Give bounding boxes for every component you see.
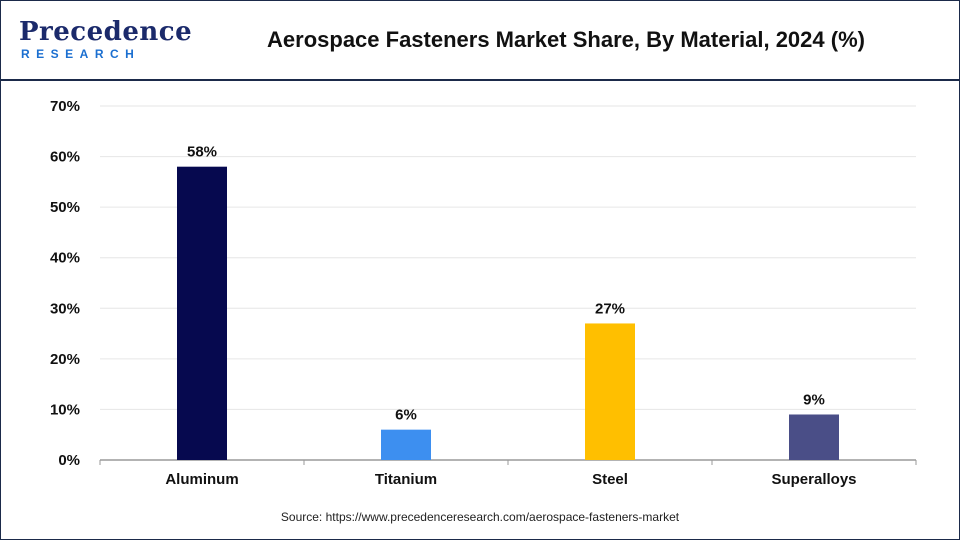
y-tick-label: 50% bbox=[50, 199, 80, 216]
x-tick-label: Superalloys bbox=[771, 471, 856, 488]
logo-subtitle: RESEARCH bbox=[21, 47, 141, 61]
data-label: 58% bbox=[187, 144, 217, 161]
data-label: 27% bbox=[595, 300, 625, 317]
logo-wordmark-text: Precedence bbox=[19, 17, 193, 47]
data-label: 9% bbox=[803, 391, 825, 408]
chart-title: Aerospace Fasteners Market Share, By Mat… bbox=[267, 27, 865, 52]
bar-steel bbox=[585, 323, 635, 460]
logo-wordmark: Precedence bbox=[19, 17, 192, 47]
y-tick-label: 60% bbox=[50, 149, 80, 166]
data-label: 6% bbox=[395, 407, 417, 424]
y-tick-label: 30% bbox=[50, 300, 80, 317]
header: Precedence RESEARCH Aerospace Fasteners … bbox=[1, 1, 959, 79]
y-tick-label: 40% bbox=[50, 250, 80, 267]
y-tick-label: 10% bbox=[50, 401, 80, 418]
header-divider bbox=[1, 79, 959, 81]
source-note: Source: https://www.precedenceresearch.c… bbox=[280, 510, 680, 524]
bar-titanium bbox=[381, 429, 431, 460]
x-tick-label: Steel bbox=[592, 471, 628, 488]
y-tick-label: 70% bbox=[50, 98, 80, 115]
x-tick-label: Titanium bbox=[375, 471, 437, 488]
brand-logo: Precedence RESEARCH bbox=[19, 17, 192, 63]
bar-superalloys bbox=[789, 414, 839, 460]
bar-aluminum bbox=[177, 166, 227, 460]
y-tick-label: 0% bbox=[58, 452, 80, 469]
x-tick-label: Aluminum bbox=[165, 471, 238, 488]
y-tick-label: 20% bbox=[50, 351, 80, 368]
